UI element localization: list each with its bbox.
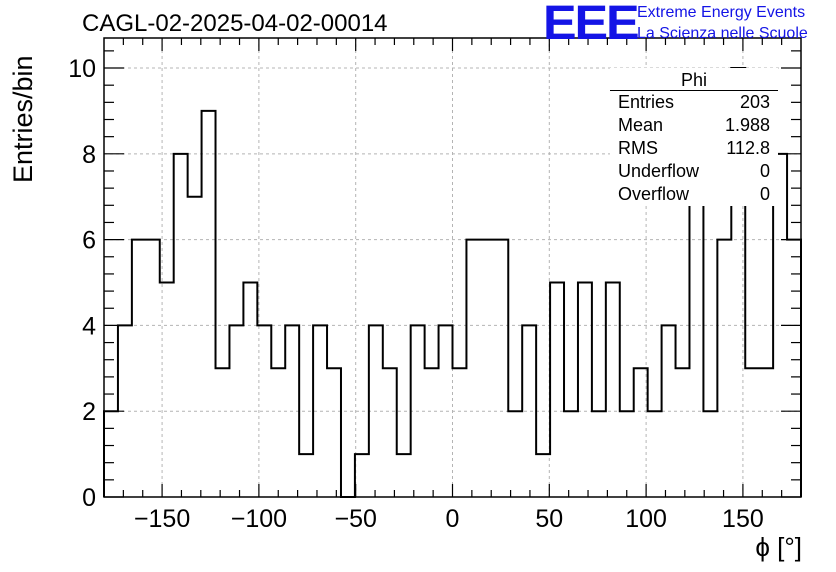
stats-row-mean: Mean 1.988 xyxy=(610,114,778,137)
stats-value: 0 xyxy=(759,184,770,204)
stats-title: Phi xyxy=(610,68,778,91)
stats-box: Phi Entries 203 Mean 1.988 RMS 112.8 Und… xyxy=(610,68,778,206)
x-tick-label: 150 xyxy=(722,505,764,533)
y-axis-ticks: 0 2 4 6 8 10 xyxy=(68,50,801,512)
x-axis-label: ϕ [°] xyxy=(755,532,802,562)
x-tick-label: 50 xyxy=(535,505,563,533)
x-tick-label: 0 xyxy=(446,505,460,533)
stats-value: 1.988 xyxy=(724,115,770,135)
stats-value: 203 xyxy=(739,92,770,112)
stats-row-underflow: Underflow 0 xyxy=(610,160,778,183)
stats-value: 112.8 xyxy=(726,138,770,158)
y-axis-label: Entries/bin xyxy=(8,55,38,183)
y-tick-label: 6 xyxy=(82,227,96,255)
stats-row-entries: Entries 203 xyxy=(610,91,778,114)
stats-label: Overflow xyxy=(618,184,690,204)
logo-line-2: La Scienza nelle Scuole xyxy=(637,25,808,42)
chart-title: CAGL-02-2025-04-02-00014 xyxy=(82,10,388,37)
x-axis-ticks: −150 −100 −50 0 50 100 150 xyxy=(122,38,783,533)
stats-label: RMS xyxy=(618,138,658,158)
stats-value: 0 xyxy=(759,161,770,181)
x-tick-label: 100 xyxy=(625,505,667,533)
logo-line-1: Extreme Energy Events xyxy=(637,4,806,21)
y-tick-label: 0 xyxy=(82,484,96,512)
histogram-line xyxy=(103,67,802,498)
y-tick-label: 4 xyxy=(82,312,96,340)
stats-row-rms: RMS 112.8 xyxy=(610,137,778,160)
y-tick-label: 8 xyxy=(82,141,96,169)
x-tick-label: −100 xyxy=(231,505,287,533)
y-tick-label: 10 xyxy=(68,55,96,83)
stats-label: Mean xyxy=(618,115,664,135)
stats-row-overflow: Overflow 0 xyxy=(610,183,778,206)
x-tick-label: −150 xyxy=(134,505,190,533)
stats-label: Underflow xyxy=(618,161,700,181)
stats-label: Entries xyxy=(618,92,675,112)
x-tick-label: −50 xyxy=(334,505,376,533)
y-tick-label: 2 xyxy=(82,398,96,426)
eee-logo-mark: EEE xyxy=(543,0,640,50)
